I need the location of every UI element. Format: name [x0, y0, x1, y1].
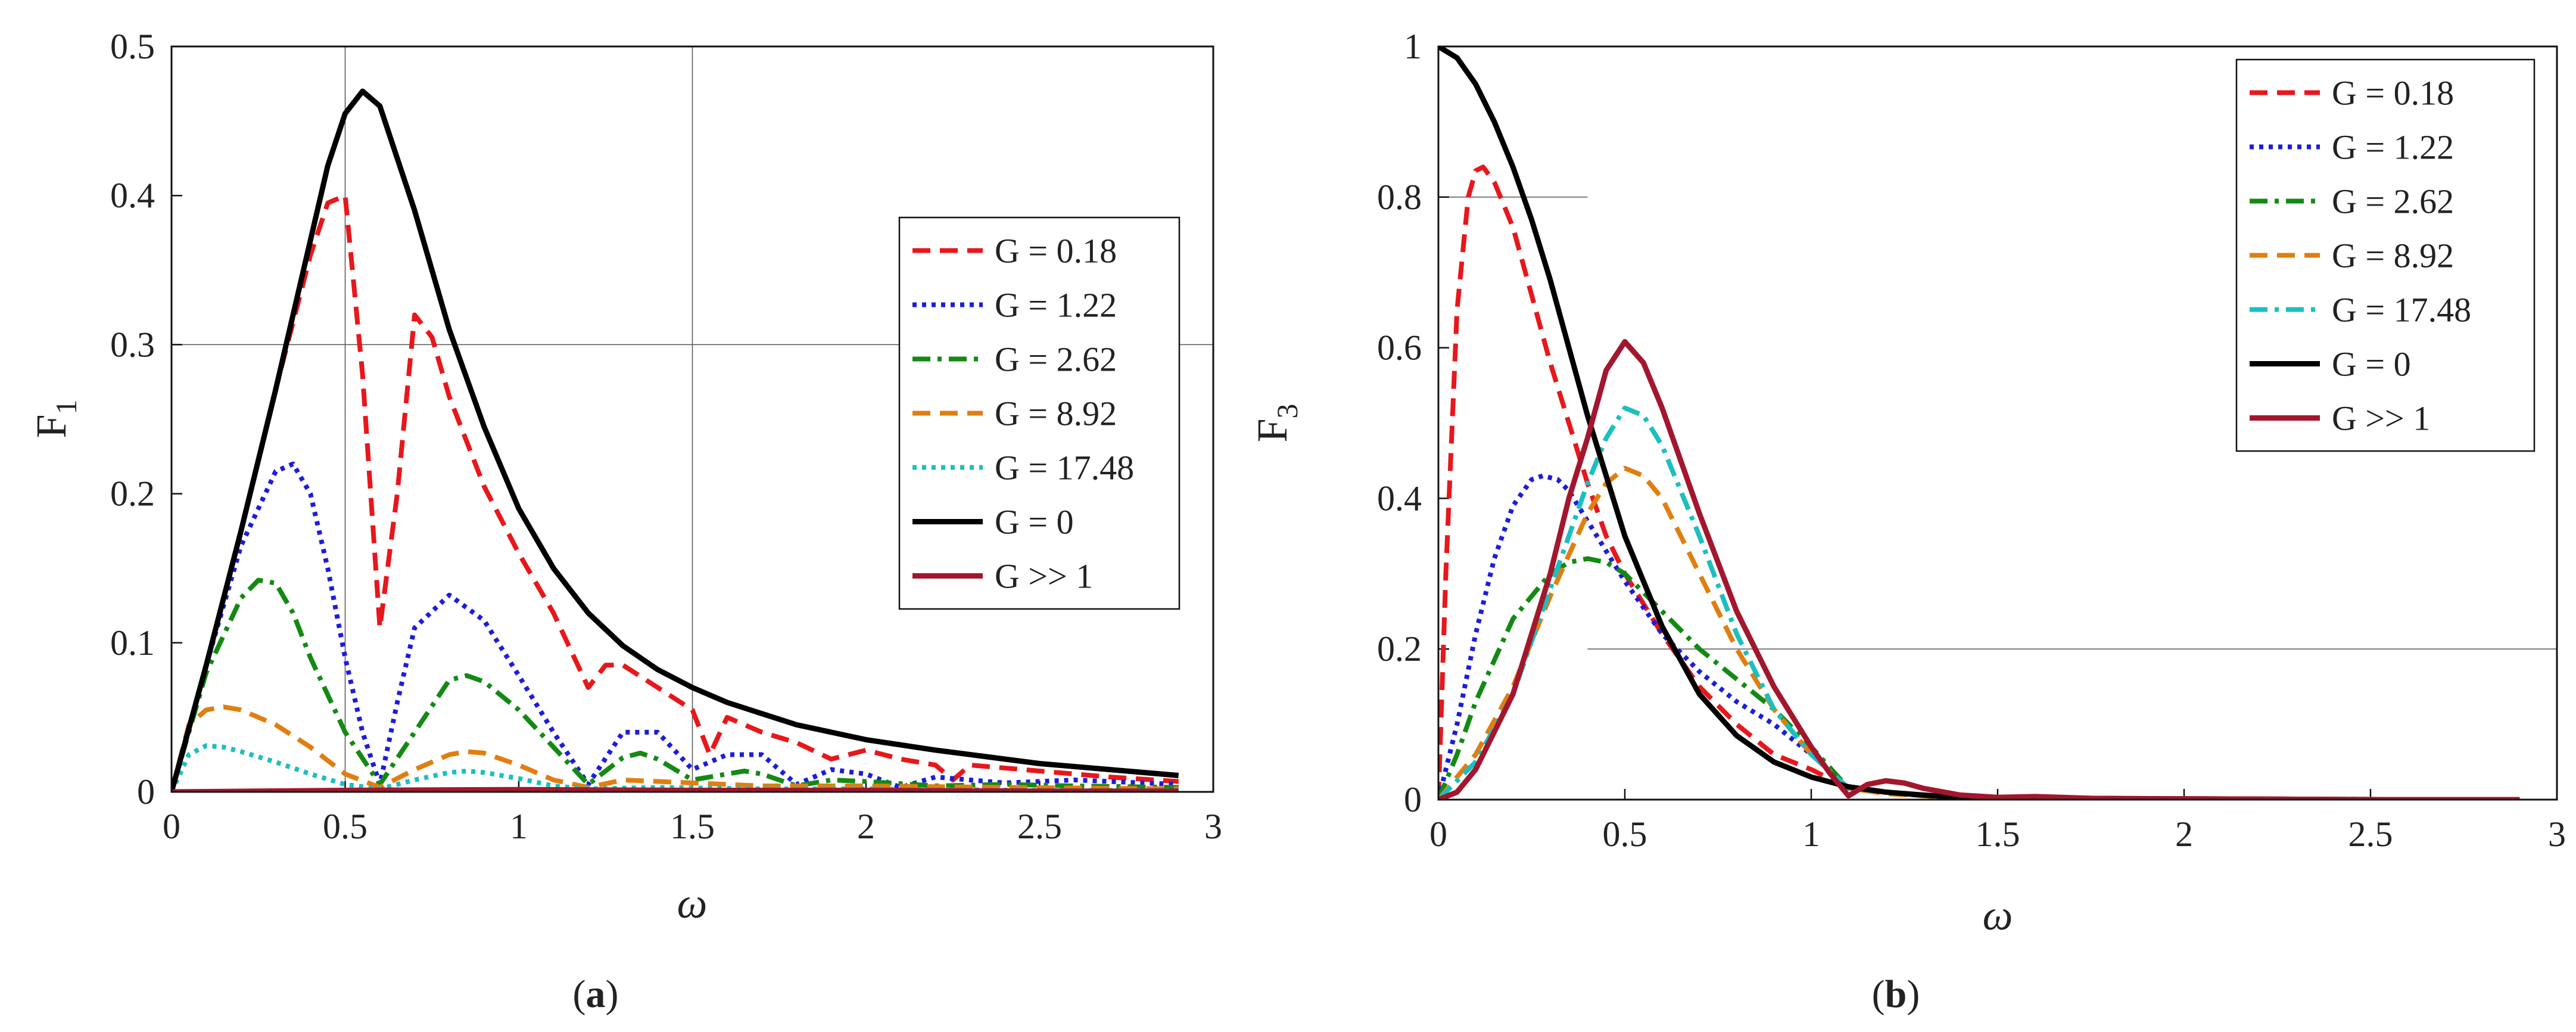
axis-ticks-b: 0 0.5 1 1.5 2 2.5 3 0 0.2 0.4 0.6 0.8 1	[1377, 27, 2566, 854]
y-axis-label-a: F1	[27, 399, 83, 438]
x-tick-label-a-0: 0	[163, 807, 180, 846]
series-line-b-2	[1438, 556, 2520, 800]
caption-a-letter: a	[586, 972, 606, 1016]
legend-label-b-4: G = 17.48	[2332, 291, 2471, 330]
legend-label-b-2: G = 2.62	[2332, 182, 2454, 221]
caption-a-open: (	[573, 972, 586, 1016]
series-line-a-0	[172, 193, 1179, 792]
x-tick-label-b-1: 0.5	[1603, 815, 1647, 854]
x-tick-label-a-4: 2	[857, 807, 875, 846]
y-axis-label-main-a: F	[27, 414, 75, 438]
legend-label-b-5: G = 0	[2332, 345, 2411, 384]
x-tick-label-b-0: 0	[1429, 815, 1447, 854]
panel-b: 0 0.5 1 1.5 2 2.5 300.20.40.60.81 ω F3 G = 0.1…	[1248, 27, 2566, 1016]
x-tick-label-b-5: 2.5	[2348, 815, 2393, 854]
x-tick-label-b-3: 1.5	[1976, 815, 2020, 854]
plot-frame-a	[170, 45, 1214, 793]
y-tick-label-b-0: 0	[1404, 780, 1422, 819]
y-tick-label-a-4: 0.4	[110, 176, 155, 215]
legend-label-a-6: G >> 1	[995, 557, 1093, 596]
x-tick-label-b-2: 1	[1802, 815, 1820, 854]
legend-label-a-1: G = 1.22	[995, 286, 1117, 325]
axis-ticks-a: 0 0.5 1 1.5 2 2.5 3 0 0.1 0.2 0.3 0.4 0.5	[110, 27, 1222, 846]
legend-label-a-5: G = 0	[995, 503, 1074, 542]
legend-label-b-6: G >> 1	[2332, 399, 2430, 438]
y-tick-label-a-3: 0.3	[110, 325, 155, 364]
x-tick-label-a-5: 2.5	[1017, 807, 1062, 846]
y-axis-label-main-b: F	[1248, 418, 1296, 442]
x-tick-label-a-1: 0.5	[323, 807, 367, 846]
x-tick-label-b-4: 2	[2175, 815, 2193, 854]
legend-label-a-2: G = 2.62	[995, 340, 1117, 379]
legend-label-b-1: G = 1.22	[2332, 128, 2454, 167]
caption-b-open: (	[1872, 972, 1885, 1016]
x-tick-label-a-3: 1.5	[670, 807, 715, 846]
legend-label-b-0: G = 0.18	[2332, 74, 2454, 113]
caption-b-letter: b	[1885, 972, 1907, 1016]
plot-frame-b	[1437, 45, 2558, 801]
legend-a: G = 0.18 G = 1.22 G = 2.62 G = 8.92 G = 17.4…	[898, 216, 1180, 610]
y-tick-label-b-3: 0.6	[1377, 328, 1422, 368]
y-axis-label-b: F3	[1248, 403, 1304, 442]
y-tick-label-b-4: 0.8	[1377, 178, 1422, 217]
legend-label-a-4: G = 17.48	[995, 449, 1134, 487]
y-axis-label-sub-b: 3	[1270, 403, 1304, 418]
caption-a-close: )	[606, 972, 619, 1016]
series-line-a-5	[172, 88, 1179, 792]
series-line-b-4	[1438, 405, 2520, 800]
x-tick-label-a-2: 1	[510, 807, 528, 846]
series-line-b-3	[1438, 465, 2520, 800]
y-tick-label-b-2: 0.4	[1377, 478, 1422, 518]
y-tick-label-a-1: 0.1	[110, 623, 155, 663]
legend-label-a-0: G = 0.18	[995, 232, 1117, 271]
y-tick-label-b-1: 0.2	[1377, 629, 1422, 669]
caption-b: (b)	[1872, 972, 1920, 1016]
svg-text:F1: F1	[27, 399, 83, 438]
series-line-a-1	[172, 461, 1179, 792]
caption-b-close: )	[1907, 972, 1920, 1016]
x-tick-label-a-6: 3	[1204, 807, 1222, 846]
series-group-b	[1438, 46, 2520, 800]
legend-label-b-3: G = 8.92	[2332, 237, 2454, 275]
svg-text:F3: F3	[1248, 403, 1304, 442]
x-tick-label-b-6: 3	[2548, 815, 2566, 854]
y-tick-label-a-0: 0	[137, 772, 155, 812]
series-line-a-3	[172, 704, 1179, 792]
grid-lines-b	[1438, 197, 2557, 649]
y-tick-label-a-5: 0.5	[110, 27, 155, 66]
caption-a: (a)	[573, 972, 619, 1016]
x-axis-label-a: ω	[677, 879, 708, 927]
y-axis-label-sub-a: 1	[49, 399, 83, 414]
x-axis-label-b: ω	[1983, 891, 2013, 939]
legend-b: G = 0.18 G = 1.22 G = 2.62 G = 8.92 G = 17.4…	[2235, 58, 2535, 452]
panel-a: 0 0.5 1 1.5 2 2.5 300.10.20.30.40.5 ω F1 G = 0…	[27, 27, 1222, 1016]
legend-label-a-3: G = 8.92	[995, 394, 1117, 433]
y-tick-label-a-2: 0.2	[110, 474, 155, 514]
y-tick-label-b-5: 1	[1404, 27, 1422, 66]
series-line-b-6	[1438, 339, 2520, 800]
